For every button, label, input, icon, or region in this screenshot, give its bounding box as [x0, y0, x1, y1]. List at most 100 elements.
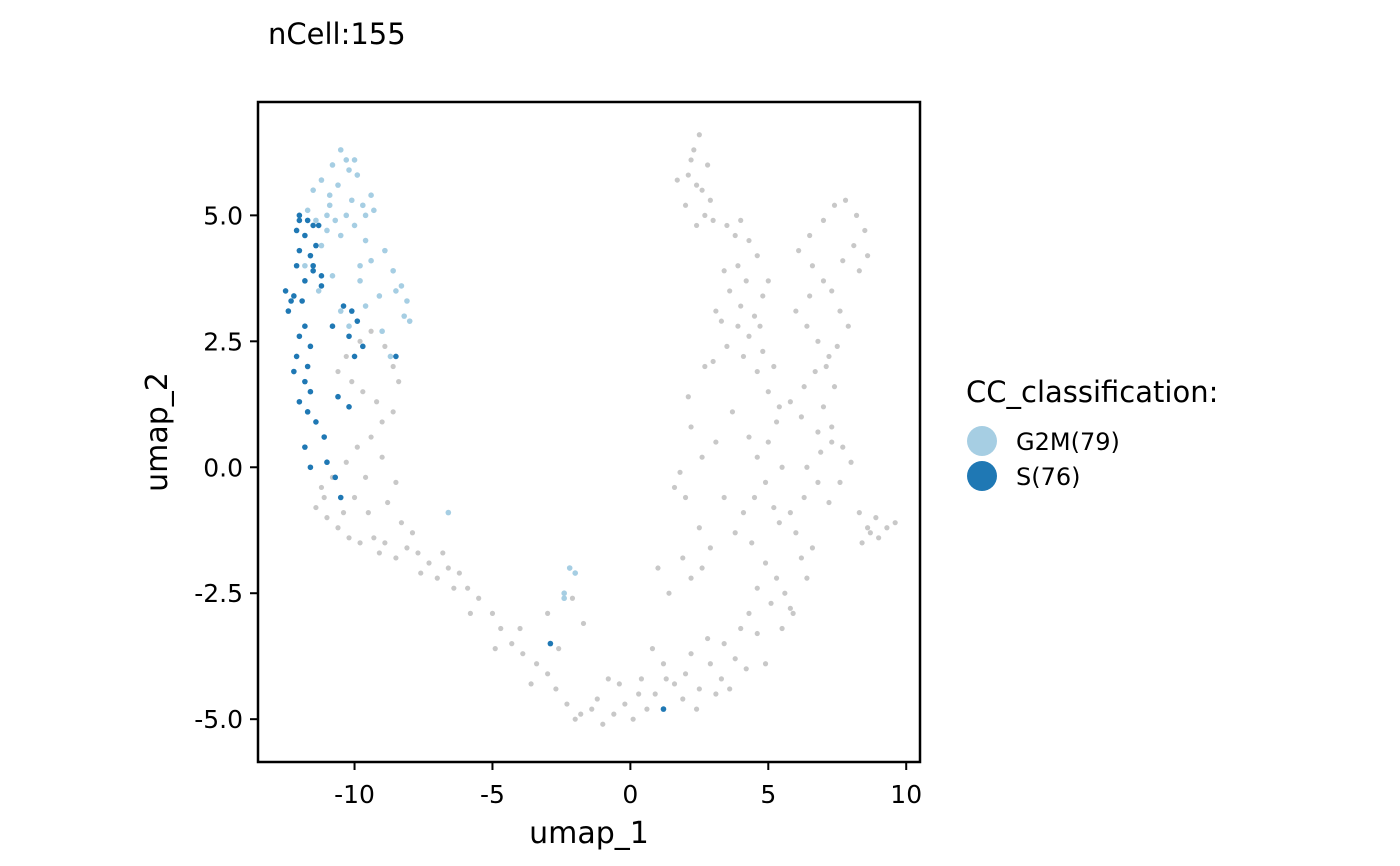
s-point [340, 303, 347, 309]
background-point [707, 661, 713, 667]
x-tick-label: 5 [760, 780, 776, 809]
g2m-point [326, 202, 333, 209]
background-point [738, 625, 744, 632]
g2m-point [335, 182, 341, 188]
g2m-point [393, 288, 399, 294]
g2m-point [329, 162, 336, 168]
s-point [354, 318, 361, 324]
background-point [396, 379, 402, 385]
background-point [727, 288, 733, 294]
background-point [713, 691, 719, 697]
background-point [851, 242, 857, 249]
background-point [693, 222, 700, 229]
g2m-point [445, 509, 452, 516]
background-point [762, 560, 769, 566]
g2m-point [360, 202, 366, 209]
background-point [663, 676, 669, 682]
background-point [807, 293, 813, 299]
g2m-point [324, 227, 330, 234]
s-point [302, 444, 308, 450]
background-point [754, 630, 760, 637]
background-point [335, 525, 341, 531]
legend: CC_classification: G2M(79) S(76) [966, 375, 1218, 491]
g2m-point [326, 192, 333, 199]
g2m-point [362, 303, 369, 309]
s-point [291, 293, 297, 299]
y-tick-label: 5.0 [203, 201, 243, 230]
g2m-point [379, 328, 385, 335]
g2m-point [371, 207, 377, 214]
s-point [296, 333, 303, 340]
background-point [340, 510, 347, 516]
background-point [354, 444, 360, 450]
background-point [732, 232, 738, 239]
background-point [649, 646, 656, 652]
g2m-point [343, 157, 350, 163]
background-point [349, 379, 355, 385]
background-point [820, 278, 827, 284]
background-point [848, 459, 854, 465]
g2m-point [362, 237, 369, 244]
background-point [622, 701, 628, 707]
g2m-point [404, 298, 410, 304]
g2m-point [302, 262, 308, 269]
background-point [727, 686, 733, 692]
background-point [594, 696, 600, 702]
background-point [644, 706, 650, 712]
background-point [630, 716, 636, 722]
background-point [845, 323, 851, 329]
background-point [892, 520, 898, 526]
background-point [837, 479, 843, 485]
background-point [498, 625, 504, 632]
background-point [368, 328, 374, 334]
g2m-point [398, 283, 405, 289]
s-point [307, 388, 314, 395]
s-point [346, 404, 352, 410]
background-point [779, 464, 785, 470]
g2m-point [324, 212, 330, 219]
background-point [702, 363, 708, 370]
background-point [771, 363, 777, 370]
background-point [545, 610, 551, 616]
background-point [696, 132, 702, 138]
background-point [528, 681, 534, 687]
background-point [691, 147, 697, 153]
background-point [699, 454, 705, 460]
g2m-point [310, 187, 316, 193]
background-point [357, 338, 363, 344]
background-point [840, 258, 846, 264]
s-point [346, 333, 352, 340]
background-point [809, 545, 816, 551]
background-point [418, 570, 424, 576]
g2m-point [313, 217, 319, 224]
background-point [693, 182, 700, 188]
background-point [434, 575, 440, 581]
s-point [332, 474, 339, 481]
background-point [826, 353, 832, 360]
background-point [517, 625, 523, 632]
background-point [740, 353, 747, 360]
background-point [842, 197, 849, 203]
background-point [696, 525, 702, 531]
s-point [547, 640, 554, 647]
background-point [829, 439, 835, 445]
background-point [335, 368, 341, 375]
background-point [751, 494, 758, 501]
background-point [787, 510, 793, 516]
g2m-point [337, 232, 344, 239]
x-axis-title: umap_1 [529, 816, 649, 851]
background-point [884, 525, 890, 531]
g2m-point [390, 267, 396, 274]
background-point [707, 197, 713, 203]
s-point [282, 288, 289, 294]
x-tick-label: 0 [622, 780, 638, 809]
background-point [680, 696, 686, 702]
background-point [831, 384, 838, 390]
g2m-point [357, 278, 363, 284]
background-point [321, 494, 327, 501]
background-point [798, 555, 804, 561]
background-point [415, 550, 421, 556]
s-point [296, 398, 303, 405]
background-point [688, 424, 694, 430]
background-point [699, 565, 705, 571]
